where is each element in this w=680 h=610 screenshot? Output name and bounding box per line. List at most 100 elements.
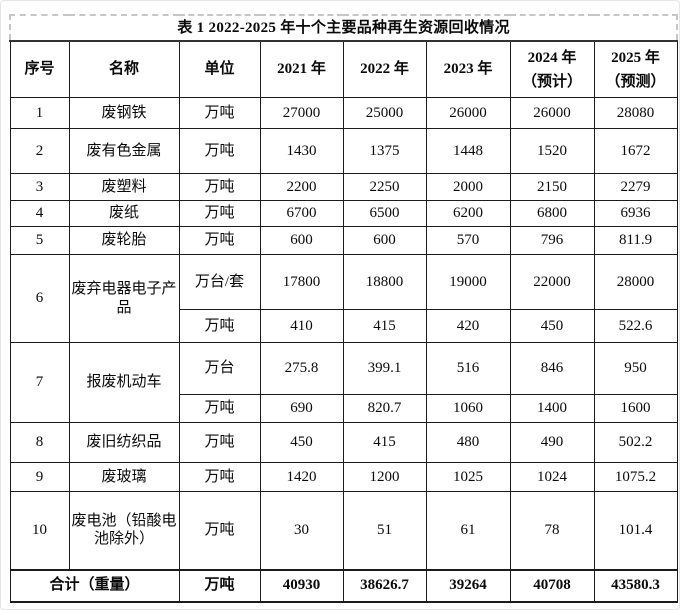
value-cell-2025: 2279: [593, 173, 678, 201]
table-title: 表 1 2022-2025 年十个主要品种再生资源回收情况: [8, 14, 679, 41]
value-cell-2021: 30: [259, 491, 344, 570]
value-cell-2022: 1375: [342, 128, 427, 174]
row-index-cell: 3: [9, 173, 70, 201]
value-cell-2023: 6200: [425, 200, 511, 227]
value-cell-2022: 25000: [342, 97, 427, 129]
value-cell-2024: 796: [509, 226, 595, 255]
value-cell-2024: 1400: [509, 394, 595, 423]
table-subrow: 万吨 690 820.7 1060 1400 1600: [10, 394, 678, 423]
value-cell-2022: 51: [342, 491, 427, 570]
value-cell-2023: 480: [425, 422, 511, 463]
value-cell-2021: 1420: [259, 462, 344, 492]
row-index-cell: 10: [9, 491, 70, 570]
value-cell-2023: 570: [425, 226, 511, 255]
value-cell-2024: 450: [509, 309, 595, 343]
row-index-cell: 1: [9, 97, 70, 129]
total-value-cell-2024: 40708: [509, 568, 595, 603]
unit-cell: 万吨: [178, 394, 261, 423]
unit-cell: 万吨: [178, 309, 261, 343]
value-cell-2025: 1600: [593, 394, 678, 423]
row-index-cell: 5: [9, 226, 70, 255]
unit-cell: 万吨: [178, 226, 261, 255]
value-cell-2025: 101.4: [593, 491, 678, 570]
value-cell-2021: 17800: [259, 254, 344, 310]
value-cell-2023: 516: [425, 342, 511, 395]
value-cell-2024: 1024: [509, 462, 595, 492]
table-subrow: 万吨 410 415 420 450 522.6: [10, 309, 678, 343]
unit-cell: 万吨: [178, 128, 261, 174]
table-row: 3 废塑料 万吨 2200 2250 2000 2150 2279: [9, 173, 678, 201]
table-row: 1 废钢铁 万吨 27000 25000 26000 26000 28080: [9, 97, 678, 129]
total-unit-cell: 万吨: [178, 568, 261, 603]
col-header-2023: 2023 年: [425, 40, 511, 98]
row-index-cell: 8: [9, 422, 70, 463]
value-cell-2022: 600: [342, 226, 427, 255]
recycling-stats-table: 表 1 2022-2025 年十个主要品种再生资源回收情况 序号 名称 单位 2…: [8, 14, 679, 603]
value-cell-2025: 6936: [593, 200, 678, 227]
col-header-2022: 2022 年: [342, 40, 427, 98]
unit-cell: 万吨: [178, 200, 261, 227]
item-name-cell: 报废机动车: [68, 342, 180, 423]
col-header-seq: 序号: [9, 40, 70, 98]
total-value-cell-2021: 40930: [259, 568, 344, 603]
value-cell-2021: 27000: [259, 97, 344, 129]
col-header-2025: 2025 年 （预测）: [593, 40, 678, 98]
table-row: 2 废有色金属 万吨 1430 1375 1448 1520 1672: [9, 128, 678, 174]
unit-cell: 万吨: [178, 462, 261, 492]
value-cell-2022: 399.1: [342, 342, 427, 395]
value-cell-2024: 78: [509, 491, 595, 570]
col-header-2025-year: 2025 年: [611, 49, 660, 66]
value-cell-2021: 450: [259, 422, 344, 463]
col-header-name: 名称: [68, 40, 180, 98]
table-title-row: 表 1 2022-2025 年十个主要品种再生资源回收情况: [8, 14, 679, 41]
value-cell-2025: 28080: [593, 97, 678, 129]
item-name-cell: 废电池（铅酸电池除外）: [68, 491, 180, 570]
col-header-2021: 2021 年: [259, 40, 344, 98]
value-cell-2021: 2200: [259, 173, 344, 201]
row-index-cell: 9: [9, 462, 70, 492]
row-index-cell: 6: [9, 254, 70, 343]
table-row: 10 废电池（铅酸电池除外） 万吨 30 51 61 78 101.4: [9, 491, 678, 570]
value-cell-2022: 2250: [342, 173, 427, 201]
value-cell-2022: 6500: [342, 200, 427, 227]
value-cell-2025: 950: [593, 342, 678, 395]
col-header-unit: 单位: [178, 40, 261, 98]
item-name-cell: 废旧纺织品: [68, 422, 180, 463]
value-cell-2023: 1448: [425, 128, 511, 174]
total-label-cell: 合计（重量）: [9, 568, 180, 603]
value-cell-2023: 2000: [425, 173, 511, 201]
value-cell-2023: 1060: [425, 394, 511, 423]
row-index-cell: 2: [9, 128, 70, 174]
value-cell-2021: 600: [259, 226, 344, 255]
value-cell-2023: 1025: [425, 462, 511, 492]
table-row: 7 报废机动车 万台 275.8 399.1 516 846 950: [9, 342, 678, 423]
value-cell-2023: 61: [425, 491, 511, 570]
unit-cell: 万吨: [178, 97, 261, 129]
value-cell-2025: 811.9: [593, 226, 678, 255]
value-cell-2024: 490: [509, 422, 595, 463]
item-name-cell: 废纸: [68, 200, 180, 227]
value-cell-2021: 1430: [259, 128, 344, 174]
item-name-cell: 废轮胎: [68, 226, 180, 255]
value-cell-2022: 18800: [342, 254, 427, 310]
table-row: 4 废纸 万吨 6700 6500 6200 6800 6936: [9, 200, 678, 227]
value-cell-2023: 19000: [425, 254, 511, 310]
value-cell-2021: 6700: [259, 200, 344, 227]
table-row: 5 废轮胎 万吨 600 600 570 796 811.9: [9, 226, 678, 255]
value-cell-2024: 22000: [509, 254, 595, 310]
value-cell-2025: 28000: [593, 254, 678, 310]
table-total-row: 合计（重量） 万吨 40930 38626.7 39264 40708 4358…: [9, 568, 678, 603]
value-cell-2022: 820.7: [342, 394, 427, 423]
col-header-2024: 2024 年 （预计）: [509, 40, 595, 98]
table-header-row: 序号 名称 单位 2021 年 2022 年 2023 年 2024 年 （预计…: [9, 40, 678, 98]
table-row: 8 废旧纺织品 万吨 450 415 480 490 502.2: [9, 422, 678, 463]
unit-cell: 万台: [178, 342, 261, 395]
value-cell-2025: 1672: [593, 128, 678, 174]
value-cell-2022: 1200: [342, 462, 427, 492]
value-cell-2024: 846: [509, 342, 595, 395]
item-name-cell: 废钢铁: [68, 97, 180, 129]
item-name-cell: 废塑料: [68, 173, 180, 201]
row-index-cell: 7: [9, 342, 70, 423]
item-name-cell: 废弃电器电子产品: [68, 254, 180, 343]
